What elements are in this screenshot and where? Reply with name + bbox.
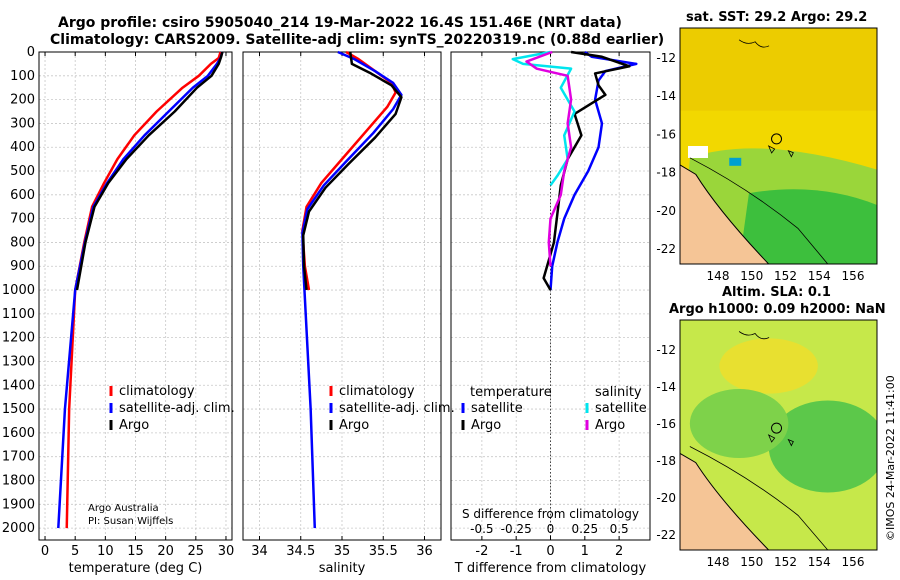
salinity-panel: 34 34.5 35 35.5 36 salinity — [242, 50, 442, 576]
s-tick-label: -0.25 — [501, 522, 532, 536]
sst-map-title: sat. SST: 29.2 Argo: 29.2 — [686, 10, 868, 25]
x-tick-label: 15 — [127, 544, 144, 559]
diff-legend-t-argo-label: Argo — [471, 418, 501, 433]
y-tick-label: 1800 — [2, 473, 35, 488]
difference-panel: -2 -1 0 1 2 T difference from climatology -0.5… — [450, 50, 651, 576]
s-tick-label: -0.5 — [470, 522, 493, 536]
main-title-line2: Climatology: CARS2009. Satellite-adj cli… — [50, 32, 665, 48]
s-tick-label: 0.25 — [571, 522, 598, 536]
x-axis-label: salinity — [319, 561, 366, 576]
s-tick-label: 0 — [547, 522, 555, 536]
diff-legend-s-sat-label: satellite — [595, 401, 647, 416]
y-tick-label: 700 — [10, 212, 35, 227]
y-tick-label: 1500 — [2, 402, 35, 417]
x-tick-label: 0 — [546, 544, 554, 559]
s-tick-label: 0.5 — [610, 522, 629, 536]
x-tick-label: 30 — [218, 544, 235, 559]
y-tick-label: 1300 — [2, 354, 35, 369]
y-tick-label: 1000 — [2, 283, 35, 298]
y-tick-label: 1700 — [2, 450, 35, 465]
diff-legend-salinity-title: salinity — [595, 385, 642, 400]
diff-legend-temperature-title: temperature — [470, 385, 552, 400]
sla-map-title-line1: Altim. SLA: 0.1 — [722, 285, 831, 300]
diff-legend-t-sat-label: satellite — [471, 401, 523, 416]
series-line-salinity-argo — [525, 50, 573, 267]
sal-legend-1-label: satellite-adj. clim. — [339, 401, 455, 416]
series-line-satellite-adj-clim- — [57, 51, 224, 529]
sla-map-title-line2: Argo h1000: 0.09 h2000: NaN — [669, 302, 886, 317]
series-line-argo — [301, 51, 403, 291]
y-tick-label: 0 — [27, 45, 35, 60]
y-tick-label: 800 — [10, 235, 35, 250]
x-tick-label: 1 — [581, 544, 589, 559]
sal-legend-2-label: Argo — [339, 418, 369, 433]
temperature-panel: 0 5 10 15 20 25 30 temperature (deg C) 0 100 200 30… — [2, 45, 234, 576]
series-line-satellite-adj-clim- — [301, 50, 403, 529]
y-tick-label: 1400 — [2, 378, 35, 393]
y-tick-label: 500 — [10, 164, 35, 179]
legends: climatology satellite-adj. clim. Argo clima… — [109, 384, 647, 433]
y-tick-label: 1200 — [2, 331, 35, 346]
y-tick-label: 100 — [10, 69, 35, 84]
x-tick-label: 0 — [41, 544, 49, 559]
y-tick-label: 1600 — [2, 426, 35, 441]
series-line-temperature-satellite — [549, 50, 638, 291]
x-tick-label: 34 — [251, 544, 268, 559]
y-tick-label: 2000 — [2, 521, 35, 536]
series-line-temperature-argo — [542, 50, 631, 291]
temp-legend-2-label: Argo — [119, 418, 149, 433]
x-tick-label: 10 — [97, 544, 114, 559]
x-tick-label: 5 — [71, 544, 79, 559]
series-line-salinity-satellite — [511, 50, 576, 187]
x-tick-label: 35.5 — [369, 544, 398, 559]
y-tick-label: 900 — [10, 259, 35, 274]
temp-legend-1-label: satellite-adj. clim. — [119, 401, 235, 416]
x-tick-label: 36 — [416, 544, 433, 559]
main-title-line1: Argo profile: csiro 5905040_214 19-Mar-2… — [58, 15, 622, 31]
y-tick-label: 1900 — [2, 497, 35, 512]
annotation-pi: PI: Susan Wijffels — [88, 516, 174, 527]
x-tick-label: 2 — [615, 544, 623, 559]
y-tick-label: 200 — [10, 93, 35, 108]
sal-legend-0-label: climatology — [339, 384, 415, 399]
annotation-institution: Argo Australia — [88, 503, 159, 514]
y-tick-label: 1100 — [2, 307, 35, 322]
diff-legend-s-argo-label: Argo — [595, 418, 625, 433]
x-axis-label: T difference from climatology — [454, 561, 647, 576]
x-tick-label: 35 — [334, 544, 351, 559]
y-tick-label: 600 — [10, 188, 35, 203]
imos-credit: ©IMOS 24-Mar-2022 11:41:00 — [884, 375, 897, 541]
s-axis-label: S difference from climatology — [462, 507, 639, 521]
temp-legend-0-label: climatology — [119, 384, 195, 399]
x-tick-label: -2 — [475, 544, 488, 559]
y-tick-label: 400 — [10, 140, 35, 155]
series-line-argo — [75, 51, 224, 291]
x-tick-label: 25 — [188, 544, 205, 559]
x-tick-label: 34.5 — [286, 544, 315, 559]
x-axis-label: temperature (deg C) — [69, 561, 203, 576]
y-tick-label: 300 — [10, 116, 35, 131]
x-tick-label: 20 — [157, 544, 174, 559]
x-tick-label: -1 — [510, 544, 523, 559]
